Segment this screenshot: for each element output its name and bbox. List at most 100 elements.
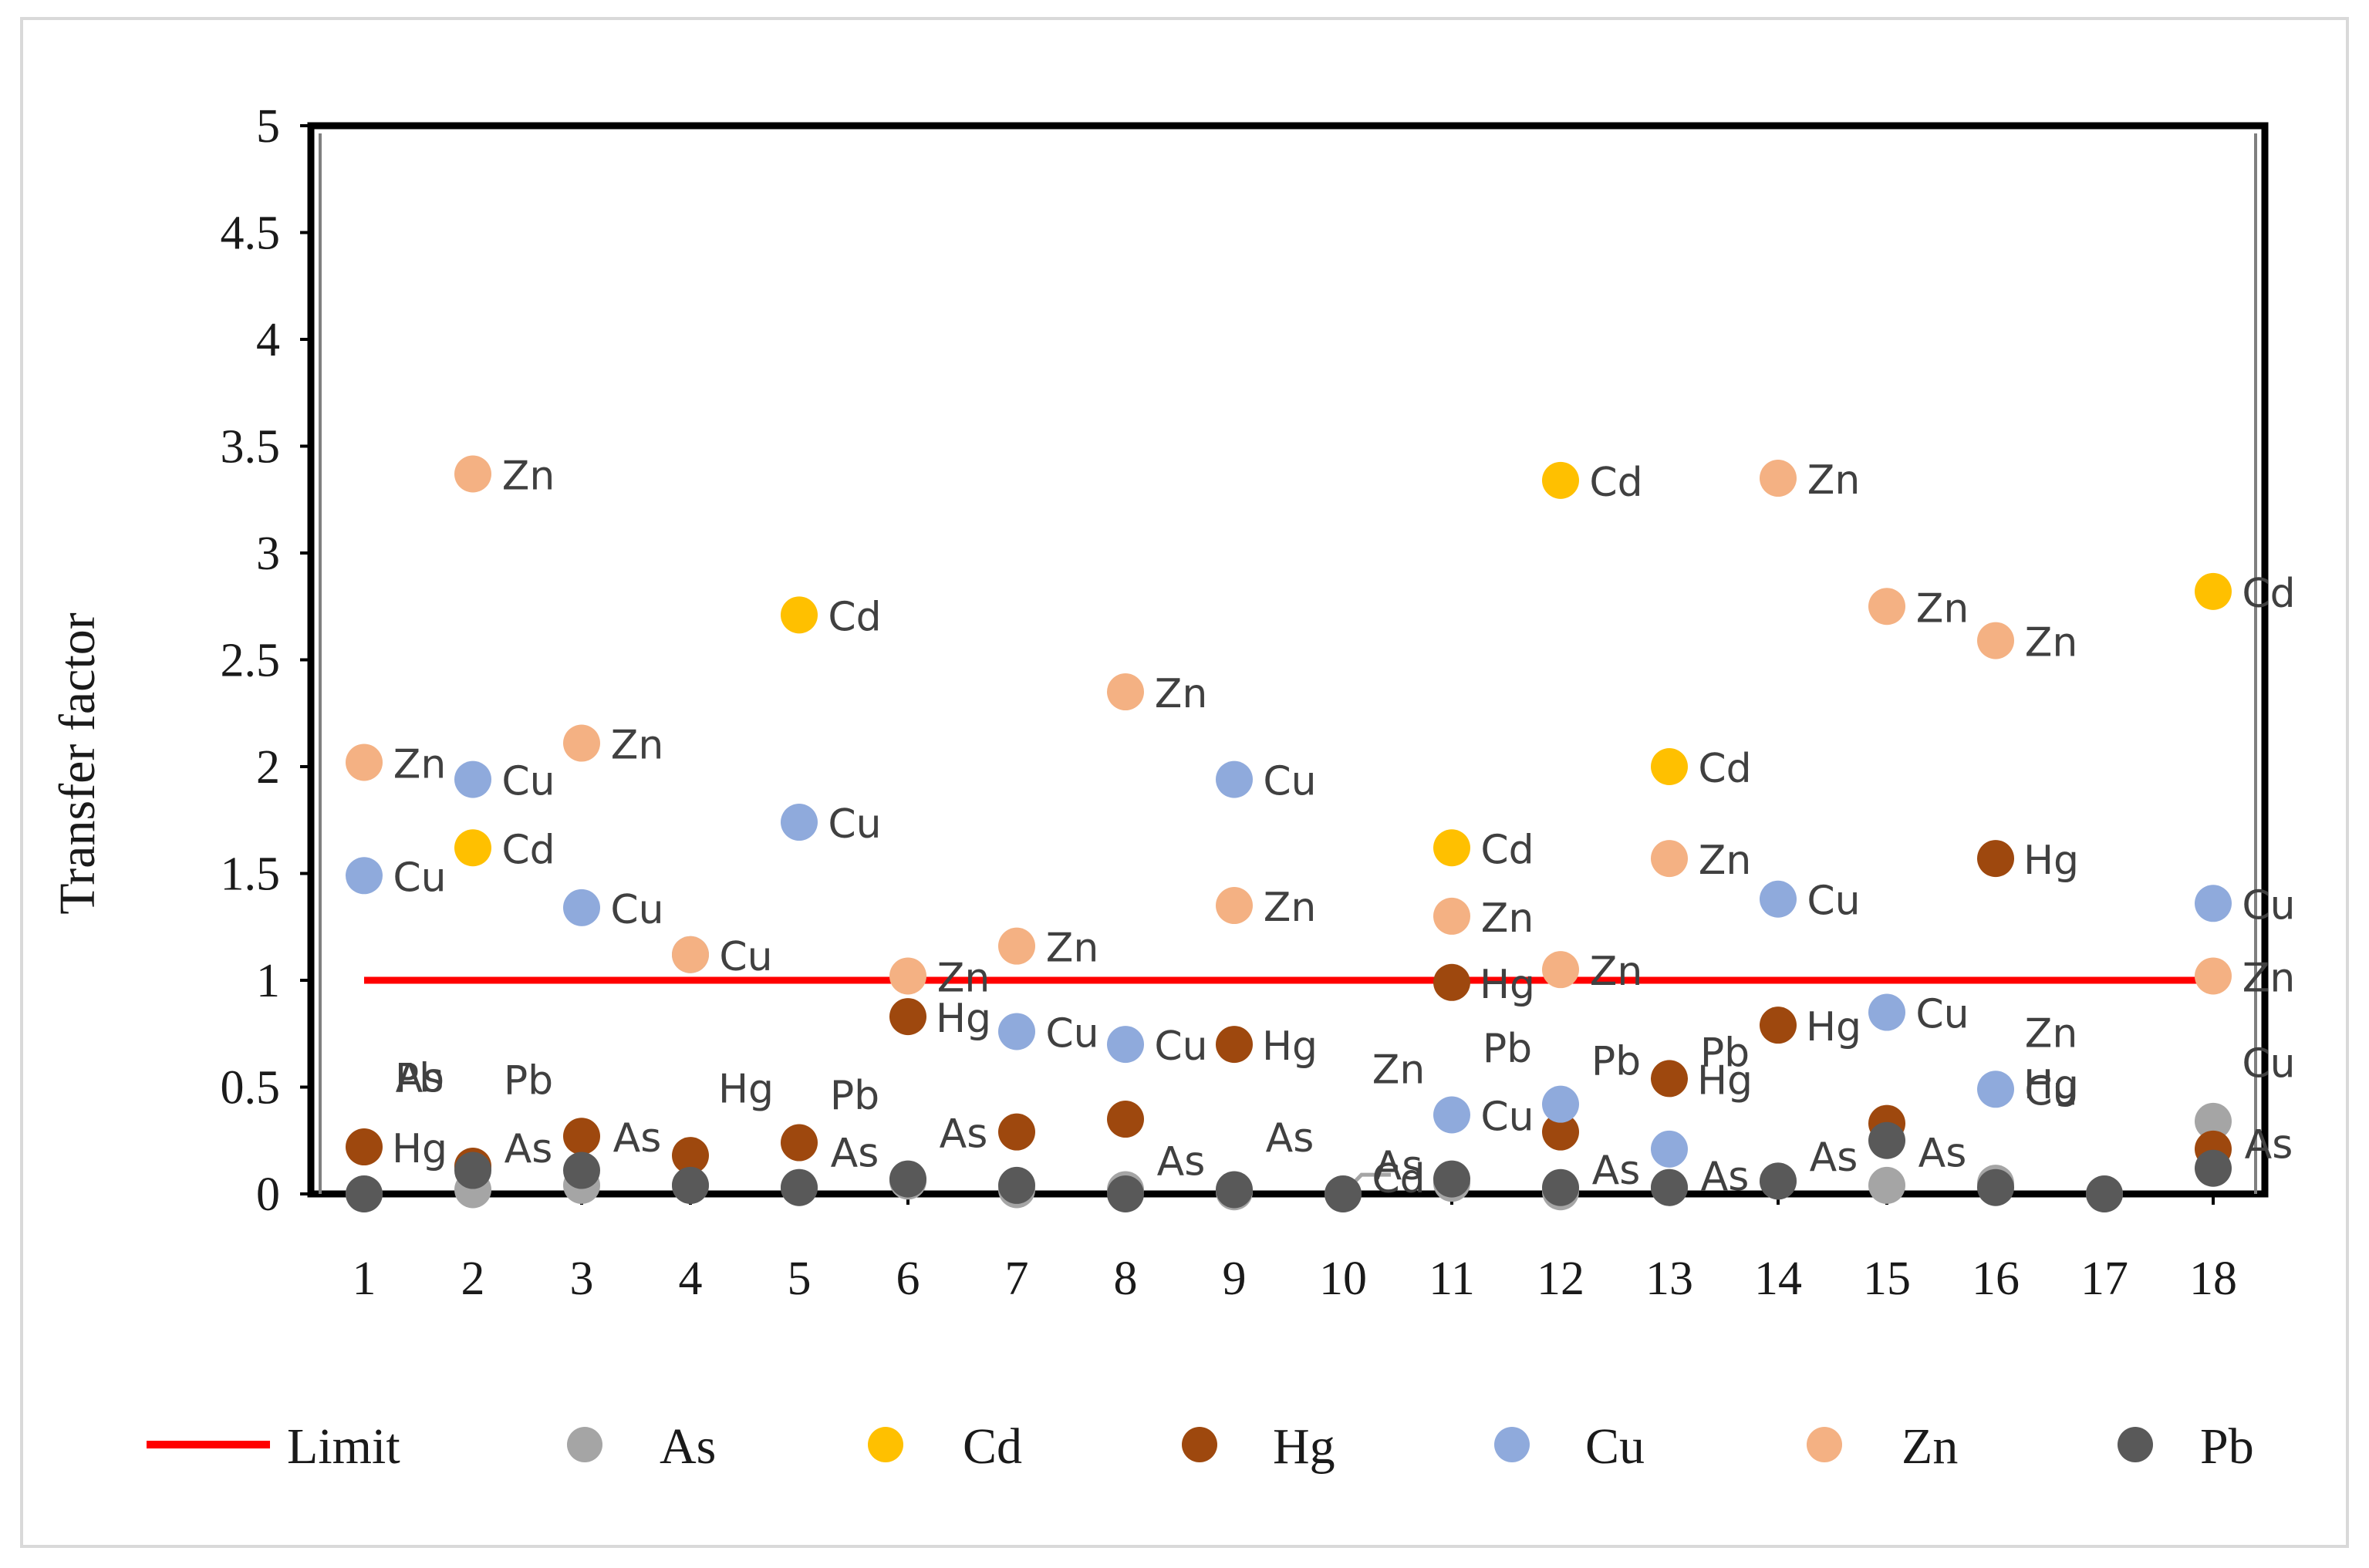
data-label: As (1918, 1131, 1967, 1177)
point-cd (2195, 572, 2232, 610)
y-tick-label: 1 (256, 955, 280, 1007)
point-hg (1760, 1007, 1797, 1044)
x-tick-label: 5 (788, 1253, 812, 1305)
point-cu (2195, 885, 2232, 922)
data-label: Zn (1372, 1047, 1426, 1094)
legend-swatch-cu (1494, 1427, 1530, 1462)
point-as (1868, 1166, 1905, 1204)
legend-label-limit: Limit (287, 1418, 400, 1475)
legend-swatch-hg (1182, 1427, 1217, 1462)
point-zn (1433, 897, 1470, 935)
legend-swatch-cd (868, 1427, 903, 1462)
point-hg (998, 1113, 1035, 1151)
point-pb (672, 1166, 709, 1204)
data-label: Zn (1046, 926, 1099, 972)
data-label: Cu (2242, 1040, 2295, 1087)
point-hg (1977, 840, 2014, 878)
point-hg (1542, 1113, 1579, 1151)
point-zn (454, 455, 491, 493)
data-label: Hg (1262, 1023, 1318, 1070)
y-tick-label: 3.5 (221, 421, 281, 474)
point-cu (998, 1013, 1035, 1050)
x-tick-label: 2 (461, 1253, 485, 1305)
y-tick-label: 1.5 (221, 848, 281, 901)
data-label: Cu (1045, 1010, 1098, 1057)
point-pb (1760, 1162, 1797, 1200)
point-zn (889, 957, 926, 995)
point-cd (781, 596, 818, 634)
data-label: Cd (828, 594, 881, 640)
legend-label-zn: Zn (1902, 1418, 1958, 1475)
point-cu (1107, 1026, 1144, 1064)
data-label: Zn (502, 454, 555, 500)
legend-swatch-as (567, 1427, 602, 1462)
data-label: Hg (392, 1126, 447, 1172)
y-tick-label: 0 (256, 1168, 280, 1221)
point-pb (998, 1166, 1035, 1204)
point-pb (2086, 1175, 2123, 1212)
point-pb (346, 1175, 383, 1212)
data-label: As (831, 1131, 879, 1177)
legend-label-as: As (660, 1418, 716, 1475)
point-pb (563, 1152, 600, 1189)
data-label: As (1157, 1139, 1206, 1185)
y-tick-label: 4 (256, 314, 280, 366)
data-label: As (1592, 1148, 1641, 1194)
data-label: Zn (2025, 620, 2078, 666)
data-label: Pb (1591, 1038, 1641, 1084)
point-zn (1107, 673, 1144, 711)
data-label: As (613, 1115, 662, 1162)
data-label: As (1810, 1135, 1858, 1181)
data-label: Pb (830, 1073, 879, 1119)
point-cu (1542, 1085, 1579, 1123)
x-tick-label: 12 (1537, 1253, 1584, 1305)
data-label: Zn (2025, 1010, 2078, 1057)
data-label: Pb (504, 1057, 553, 1104)
data-label: Cd (1589, 460, 1642, 506)
x-tick-label: 7 (1005, 1253, 1029, 1305)
x-tick-label: 9 (1223, 1253, 1247, 1305)
point-cd (454, 829, 491, 867)
point-zn (2195, 957, 2232, 995)
data-label: Cu (2024, 1068, 2077, 1114)
point-hg (1216, 1026, 1253, 1064)
legend-swatch-zn (1807, 1427, 1842, 1462)
chart-outer-border (20, 17, 2349, 1548)
data-label: As (1375, 1143, 1423, 1189)
data-label: Hg (2023, 1062, 2079, 1108)
data-label: Cu (1263, 759, 1316, 805)
data-label: Zn (1481, 895, 1534, 942)
data-label: Zn (1590, 949, 1643, 995)
point-pb (1542, 1168, 1579, 1206)
data-label: As (396, 1056, 444, 1102)
data-label: Hg (718, 1067, 774, 1113)
y-tick-label: 5 (256, 100, 280, 153)
legend-label-pb: Pb (2200, 1418, 2254, 1475)
legend-label-cd: Cd (963, 1418, 1022, 1475)
point-hg (1651, 1060, 1688, 1098)
y-tick-label: 3 (256, 528, 280, 580)
data-label: As (2245, 1122, 2293, 1168)
point-pb (781, 1168, 818, 1206)
point-hg (346, 1128, 383, 1166)
point-zn (1868, 588, 1905, 626)
point-cd (1433, 829, 1470, 867)
data-label: Cd (1698, 746, 1751, 792)
data-label: Cu (610, 887, 663, 933)
data-label: Cd (2242, 571, 2295, 617)
point-pb (1977, 1168, 2014, 1206)
y-axis-label: Transfer factor (49, 612, 106, 915)
point-pb (1325, 1175, 1362, 1212)
point-hg (672, 1137, 709, 1175)
point-cu (1651, 1130, 1688, 1168)
point-zn (1651, 840, 1688, 878)
legend-swatch-pb (2118, 1427, 2153, 1462)
data-label: Zn (937, 955, 990, 1001)
point-cu (346, 857, 383, 895)
point-cu (1977, 1071, 2014, 1108)
x-tick-label: 6 (896, 1253, 920, 1305)
data-label: Cd (1480, 827, 1534, 873)
point-cd (1542, 461, 1579, 499)
data-label: As (1266, 1115, 1314, 1162)
